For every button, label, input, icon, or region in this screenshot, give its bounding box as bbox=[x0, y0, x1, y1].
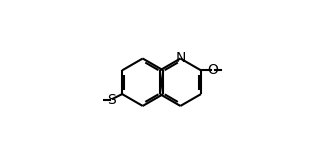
Text: N: N bbox=[175, 52, 186, 66]
Text: S: S bbox=[107, 93, 116, 106]
Text: O: O bbox=[208, 63, 219, 77]
